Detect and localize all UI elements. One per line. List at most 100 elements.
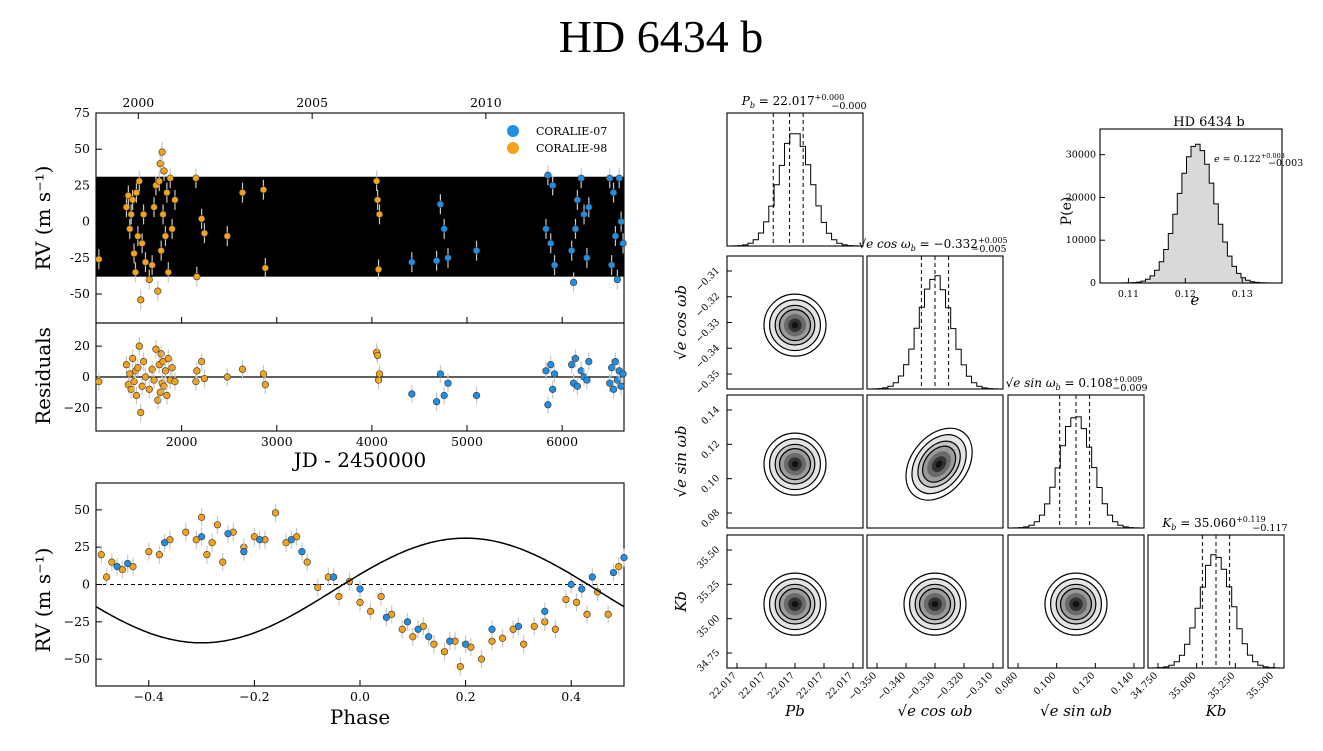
ecc-histogram bbox=[1100, 143, 1282, 284]
contour-level bbox=[791, 461, 799, 468]
xtick-label: −0.2 bbox=[239, 689, 269, 704]
corner-xtick-label: 22.017 bbox=[766, 670, 797, 701]
xtick-label: 0.11 bbox=[1118, 289, 1139, 300]
data-point bbox=[171, 378, 179, 386]
xtick-label: 0.0 bbox=[350, 689, 370, 704]
corner-ytick-label: −0.33 bbox=[694, 317, 722, 345]
corner-ylabel: √e cos ωb bbox=[672, 285, 690, 360]
corner-xlabel: √e cos ωb bbox=[898, 702, 973, 720]
data-point bbox=[159, 210, 167, 218]
data-point bbox=[541, 607, 549, 615]
data-point bbox=[154, 396, 162, 404]
corner-xtick-label: −0.310 bbox=[962, 670, 995, 703]
model-curve bbox=[95, 537, 625, 644]
data-point bbox=[609, 385, 618, 393]
ytick-label: 0 bbox=[82, 214, 90, 229]
data-point bbox=[161, 232, 170, 240]
data-point bbox=[145, 275, 153, 284]
data-point bbox=[159, 357, 167, 366]
data-point bbox=[567, 580, 575, 589]
contour-level bbox=[935, 460, 943, 468]
data-point bbox=[138, 382, 146, 390]
data-point bbox=[608, 261, 616, 269]
rv-time-ylabel: RV (m s⁻¹) bbox=[31, 166, 55, 271]
data-point bbox=[488, 625, 496, 633]
legend-label-coralie98: CORALIE-98 bbox=[536, 142, 607, 155]
posterior-contour bbox=[903, 572, 967, 636]
data-point bbox=[580, 210, 588, 218]
corner-xtick-label: 34.750 bbox=[1129, 670, 1160, 701]
data-point bbox=[219, 558, 227, 566]
data-point bbox=[271, 509, 280, 517]
data-point bbox=[139, 357, 148, 366]
corner-ylabel: √e sin ωb bbox=[672, 426, 690, 498]
data-point bbox=[498, 634, 507, 642]
ytick-label: 20 bbox=[74, 338, 90, 353]
top-xtick-label: 2010 bbox=[470, 95, 502, 110]
corner-xtick-label: −0.330 bbox=[904, 670, 937, 703]
data-point bbox=[131, 268, 140, 276]
residuals-ylabel: Residuals bbox=[31, 327, 55, 425]
posterior-contour bbox=[763, 432, 827, 496]
data-point bbox=[462, 640, 470, 648]
data-point bbox=[571, 354, 580, 363]
ytick-label: 30000 bbox=[1066, 150, 1096, 161]
data-point bbox=[259, 186, 268, 194]
data-point bbox=[198, 513, 206, 521]
data-point bbox=[208, 539, 216, 547]
data-point bbox=[444, 254, 452, 262]
xtick-label: 0.13 bbox=[1232, 289, 1253, 300]
data-point bbox=[198, 357, 206, 366]
data-point bbox=[287, 536, 295, 544]
data-point bbox=[374, 351, 382, 360]
corner-xtick-label: −0.320 bbox=[933, 670, 966, 703]
data-point bbox=[163, 391, 171, 400]
hist-title-minus: −0.009 bbox=[1112, 383, 1147, 394]
rv-time-panel: -50 -25 0 25 50 75 2000 2005 2010 bbox=[70, 95, 627, 324]
ytick-label: 75 bbox=[74, 105, 90, 120]
corner-contour-axes bbox=[1007, 534, 1145, 669]
data-point bbox=[544, 401, 552, 409]
data-point bbox=[148, 365, 156, 373]
data-point bbox=[141, 258, 150, 266]
posterior-contour bbox=[905, 427, 973, 501]
corner-ytick-label: 35.00 bbox=[695, 613, 722, 640]
data-point bbox=[134, 364, 142, 372]
data-point bbox=[374, 196, 382, 204]
data-point bbox=[145, 385, 153, 393]
data-point bbox=[403, 618, 412, 626]
corner-ytick-label: −0.35 bbox=[694, 368, 722, 396]
data-point bbox=[456, 662, 464, 671]
data-point bbox=[377, 592, 385, 601]
data-point bbox=[108, 558, 116, 566]
data-point bbox=[203, 551, 211, 559]
ecc-annotation: e = 0.122+0.003 bbox=[1214, 152, 1285, 165]
corner-xtick-label: 35.000 bbox=[1167, 670, 1198, 701]
data-point bbox=[477, 655, 486, 663]
data-point bbox=[298, 548, 306, 556]
data-point bbox=[141, 373, 150, 381]
data-point bbox=[374, 265, 383, 274]
data-point bbox=[615, 174, 623, 182]
corner-ytick-label: −0.31 bbox=[694, 265, 722, 293]
data-point bbox=[122, 361, 131, 369]
data-point bbox=[542, 367, 550, 375]
ytick-label: 10000 bbox=[1066, 235, 1096, 246]
ytick-label: −50 bbox=[64, 651, 90, 666]
hist-title-minus: −0.000 bbox=[831, 101, 866, 112]
data-point bbox=[562, 595, 570, 604]
data-point bbox=[132, 391, 141, 400]
data-point bbox=[573, 196, 581, 204]
posterior-contour bbox=[763, 572, 827, 636]
contour-level bbox=[791, 322, 799, 329]
top-xtick-label: 2005 bbox=[296, 95, 328, 110]
data-point bbox=[160, 167, 168, 175]
data-point bbox=[132, 189, 141, 197]
data-point bbox=[335, 592, 343, 601]
corner-ytick-label: 0.10 bbox=[699, 473, 722, 496]
data-point bbox=[240, 548, 248, 556]
data-point bbox=[95, 255, 103, 263]
data-point bbox=[198, 533, 206, 541]
data-point bbox=[160, 382, 168, 390]
